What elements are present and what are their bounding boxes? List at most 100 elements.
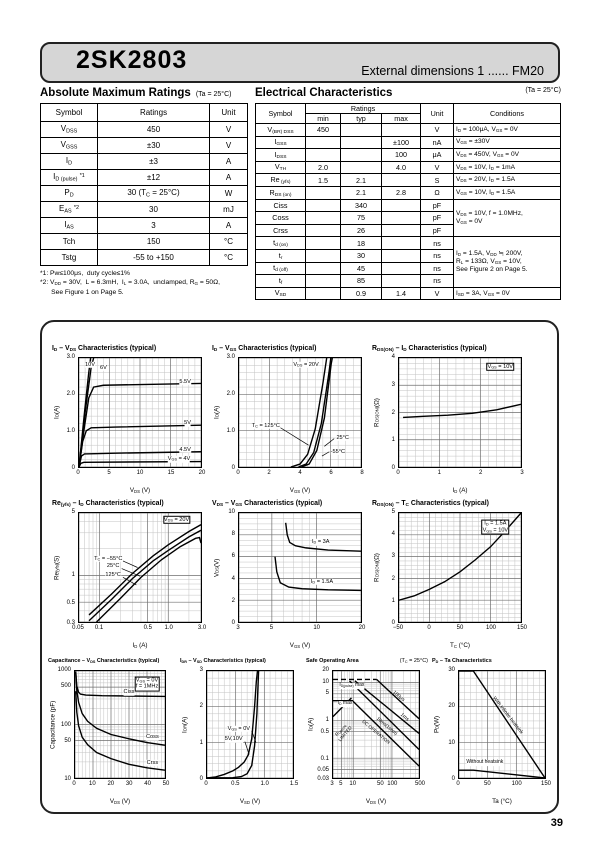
tick-label: 50 [162,781,170,787]
cell-max: 2.8 [381,185,421,200]
tick-label: 0 [451,776,455,782]
tick-label: 3 [520,470,524,476]
x-tick-labels: 0 2 4 6 8 [236,470,364,478]
graph-title-text: Safe Operating Area [306,658,359,664]
curve-label: 25°C [106,563,120,570]
tick-label: 10 [322,678,329,685]
curve-label: 25°C [336,434,349,441]
col-symbol: Symbol [40,103,98,122]
cell-min [305,274,341,288]
plot-svg [459,671,545,778]
cell-conditions: ID = 100μA, VGS = 0V [453,123,561,137]
cell-symbol: VTH [255,160,306,175]
amr-title-text: Absolute Maximum Ratings [40,87,191,99]
plot-area: VGS = 10V [398,357,522,468]
cell-symbol: IDSS [255,148,306,162]
graph-capacitance-vds: Capacitance – VDS Characteristics (typic… [48,658,174,806]
curve-label: Ciss [123,689,135,696]
cell-symbol: Tstg [40,249,98,266]
plot-area: VDS = 20V TC = 125°C 25°C -55°C [238,357,362,468]
cell-rating: ±12 [97,169,210,186]
cell-unit: S [420,173,454,187]
tick-label: 20 [322,667,329,673]
cell-max [381,211,421,225]
cell-symbol: tr [255,248,306,263]
tick-label: 500 [60,683,71,690]
graph-title-text: RDS(ON) – TC Characteristics (typical) [372,500,489,508]
amr-title: Absolute Maximum Ratings (Ta = 25°C) [40,87,232,99]
ec-title-text: Electrical Characteristics [255,87,393,99]
tick-label: −50 [392,625,404,631]
cell-symbol: Re (yfs) [255,173,306,187]
graph-title: VDS – VGS Characteristics (typical) [212,500,370,511]
table-row: IDSS 100 μA VDS = 450V, VGS = 0V [255,148,561,162]
x-tick-labels: −50 0 50 100 150 [393,625,527,633]
x-axis-label: TC (°C) [450,641,470,649]
plot-svg [399,358,521,467]
cell-typ: 2.1 [340,185,382,200]
tick-label: 8 [360,470,364,476]
cell-unit: nA [420,135,454,150]
tick-label: 0 [231,620,235,626]
cell-conditions: VDS = 10V, f = 1.0MHz, VGS = 0V [453,198,561,238]
y-axis-label: R DS(ON) (Ω) [373,398,381,427]
tick-label: 3 [236,625,240,631]
tick-label: 2 [267,470,271,476]
col-unit: Unit [420,103,454,124]
cell-unit: V [209,137,248,154]
cell-symbol: Ciss [255,198,306,213]
cell-unit: ns [420,248,454,263]
tick-label: 5 [325,690,329,697]
tick-label: 0.5 [66,599,75,606]
table-row: ID ±3 A [40,153,248,170]
ec-ta-note: (Ta = 25°C) [525,87,561,94]
cell-min [305,236,341,250]
plot-svg [207,671,293,778]
tick-label: 8 [231,531,235,538]
tick-label: 6 [329,470,333,476]
tick-label: 3 [391,381,395,388]
tick-label: 1.0 [226,427,235,434]
tick-label: 0 [231,465,235,471]
tick-label: 3.0 [197,625,207,631]
col-ratings: Ratings [305,103,421,114]
curve-label: 5V,10V [224,736,243,743]
cell-min: 450 [305,123,341,137]
tick-label: 0 [391,620,395,626]
table-row: ID (pulse) *1 ±12 A [40,169,248,186]
cell-symbol: RDS (on) [255,185,306,200]
graph-title-text: ID – VDS Characteristics (typical) [52,345,157,353]
cell-typ: 0.9 [340,286,382,301]
tick-label: 4 [391,531,395,538]
tick-label: 3 [391,553,395,560]
cell-rating: 450 [97,121,210,138]
curve-label: VGS = 4V [167,456,191,463]
col-max: max [381,113,421,124]
graph-title-text: Re(yfs) – ID Characteristics (typical) [52,500,164,508]
curve-label: VGS = 0V [227,725,251,732]
tick-label: 150 [516,625,528,631]
tick-label: 5 [269,625,274,631]
x-tick-labels: 3 5 10 50 100 500 [330,781,425,789]
tick-label: 3.0 [66,354,75,360]
tick-label: 0 [76,470,80,476]
x-axis-label: Ta (°C) [492,798,512,805]
tick-label: 0 [204,781,208,787]
cell-unit: ns [420,261,454,276]
cell-rating: 3 [97,217,210,234]
x-axis-label: VGS (V) [289,486,311,494]
tick-label: 2.0 [66,390,75,397]
plot-svg [75,671,165,778]
curve-label: 6V [99,364,107,372]
cell-symbol: td (off) [255,261,306,276]
tick-label: 10 [349,781,357,787]
cell-rating: ±3 [97,153,210,170]
graph-title: RDS(ON) – ID Characteristics (typical) [372,345,530,356]
cell-typ: 45 [340,261,382,276]
cell-symbol: V(BR) DSS [255,123,306,137]
amr-ta-note: (Ta = 25°C) [195,91,232,98]
graph-title: Re(yfs) – ID Characteristics (typical) [52,500,210,511]
table-row: V(BR) DSS 450 V ID = 100μA, VGS = 0V [255,123,561,137]
cell-symbol: PD [40,185,98,202]
